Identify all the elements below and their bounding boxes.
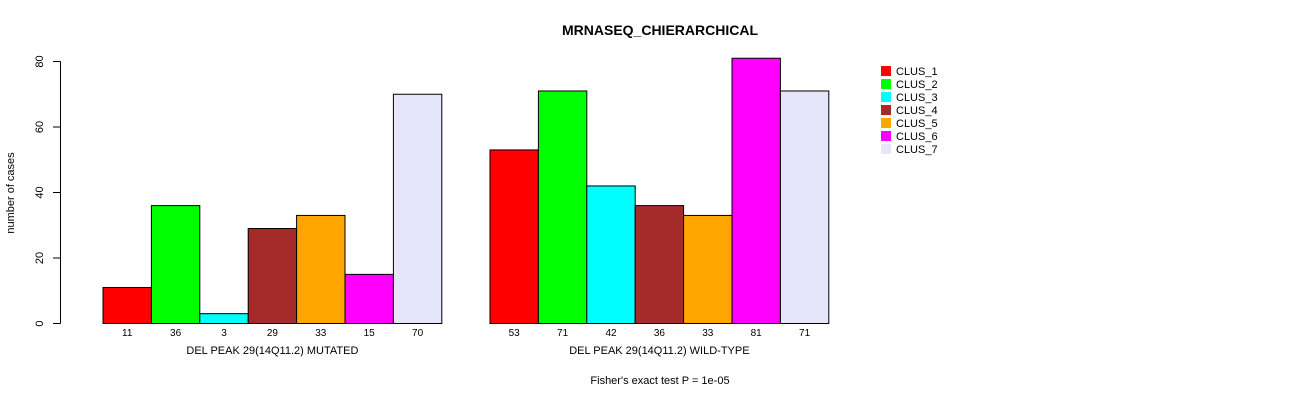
bar	[150, 205, 201, 325]
legend-label: CLUS_7	[896, 144, 938, 156]
legend-label: CLUS_3	[896, 92, 938, 104]
legend-swatch	[881, 79, 891, 89]
bar	[247, 228, 298, 324]
legend-item: CLUS_5	[881, 118, 938, 130]
bar-count-label: 70	[412, 328, 424, 339]
bar	[392, 93, 443, 324]
chart-title: MRNASEQ_CHIERARCHICAL	[562, 22, 758, 38]
legend-label: CLUS_6	[896, 131, 938, 143]
bar-count-label: 33	[315, 328, 327, 339]
bar	[489, 149, 539, 324]
y-axis: 0 20 40 60 80	[34, 55, 61, 327]
group-label: DEL PEAK 29(14Q11.2) MUTATED	[186, 345, 358, 357]
bar-count-label: 71	[557, 328, 569, 339]
bar-count-label: 15	[364, 328, 376, 339]
bar-count-label: 71	[799, 328, 811, 339]
legend-item: CLUS_3	[881, 92, 938, 104]
legend-swatch	[881, 118, 891, 128]
legend-swatch	[881, 66, 891, 76]
bar	[199, 313, 249, 324]
bar-count-label: 81	[751, 328, 763, 339]
legend-item: CLUS_7	[881, 144, 938, 156]
bar	[537, 90, 588, 324]
bar-count-label: 11	[122, 328, 133, 339]
bar-group-1: 11 36 3 29 33 15 70 DEL PEAK 29(14Q11.2) MUTATE…	[102, 93, 443, 357]
y-tick-label: 20	[34, 252, 46, 264]
legend-label: CLUS_4	[896, 105, 938, 117]
bar	[102, 286, 152, 325]
fisher-test-note: Fisher's exact test P = 1e-05	[590, 375, 729, 387]
bar-count-label: 36	[170, 328, 182, 339]
legend-item: CLUS_1	[881, 66, 938, 78]
legend-label: CLUS_5	[896, 118, 938, 130]
bar	[586, 185, 636, 324]
bars: 11 36 3 29 33 15 70 DEL PEAK 29(14Q11.2) MUTATE…	[102, 57, 830, 357]
bar	[731, 57, 781, 324]
legend-swatch	[881, 131, 891, 141]
bar	[634, 205, 685, 325]
bar	[683, 214, 733, 324]
legend-item: CLUS_2	[881, 79, 938, 91]
bar-count-label: 42	[605, 328, 617, 339]
bar-count-label: 36	[654, 328, 666, 339]
bar-count-label: 53	[509, 328, 521, 339]
legend-item: CLUS_6	[881, 131, 938, 143]
bar	[296, 214, 346, 324]
legend-item: CLUS_4	[881, 105, 938, 117]
legend-label: CLUS_2	[896, 79, 938, 91]
y-tick-label: 40	[34, 186, 46, 198]
legend-swatch	[881, 105, 891, 115]
legend-label: CLUS_1	[896, 66, 938, 78]
bar-count-label: 33	[702, 328, 714, 339]
y-tick-label: 80	[34, 55, 46, 67]
bar-count-label: 29	[267, 328, 279, 339]
legend-swatch	[881, 92, 891, 102]
bar	[779, 90, 830, 324]
legend: CLUS_1CLUS_2CLUS_3CLUS_4CLUS_5CLUS_6CLUS…	[881, 66, 938, 156]
legend-swatch	[881, 144, 891, 154]
bar	[344, 273, 394, 324]
y-tick-label: 0	[34, 320, 46, 326]
y-tick-label: 60	[34, 121, 46, 133]
group-label: DEL PEAK 29(14Q11.2) WILD-TYPE	[569, 345, 749, 357]
bar-count-label: 3	[221, 328, 227, 339]
y-axis-label: number of cases	[5, 152, 17, 234]
